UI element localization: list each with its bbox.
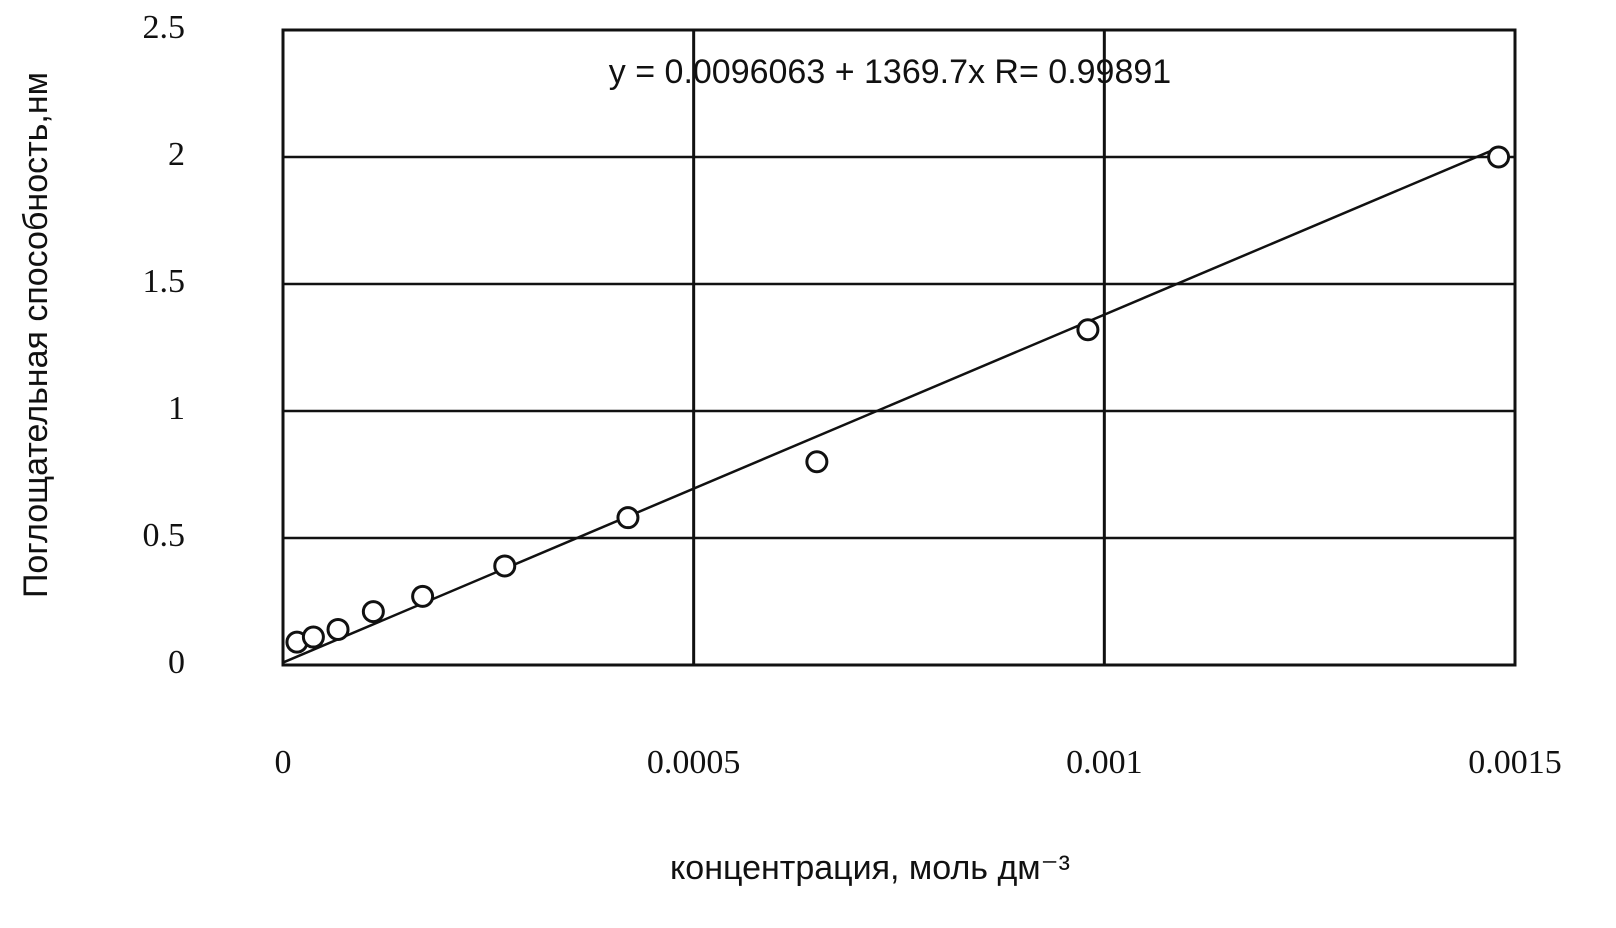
x-tick-label: 0.0005 <box>647 744 741 781</box>
y-tick-label: 1.5 <box>143 263 186 300</box>
data-point <box>328 619 348 639</box>
y-tick-label: 0 <box>168 644 185 681</box>
x-tick-label: 0 <box>275 744 292 781</box>
chart: y = 0.0096063 + 1369.7x R= 0.99891 конце… <box>0 0 1616 928</box>
y-axis-label: Поглощательная способность,нм <box>17 72 55 598</box>
data-point <box>413 586 433 606</box>
x-tick-label: 0.001 <box>1066 744 1143 781</box>
data-point <box>495 556 515 576</box>
y-tick-label: 2.5 <box>143 9 186 46</box>
data-point <box>1489 147 1509 167</box>
x-tick-label: 0.0015 <box>1468 744 1562 781</box>
y-tick-label: 0.5 <box>143 517 186 554</box>
plot-frame <box>283 30 1515 665</box>
fit-line <box>283 148 1499 663</box>
x-axis-label: концентрация, моль дм⁻³ <box>670 849 1070 887</box>
data-point <box>303 627 323 647</box>
data-point <box>618 508 638 528</box>
y-tick-label: 1 <box>168 390 185 427</box>
data-point <box>807 452 827 472</box>
data-point <box>1078 320 1098 340</box>
y-tick-label: 2 <box>168 136 185 173</box>
data-point <box>363 602 383 622</box>
